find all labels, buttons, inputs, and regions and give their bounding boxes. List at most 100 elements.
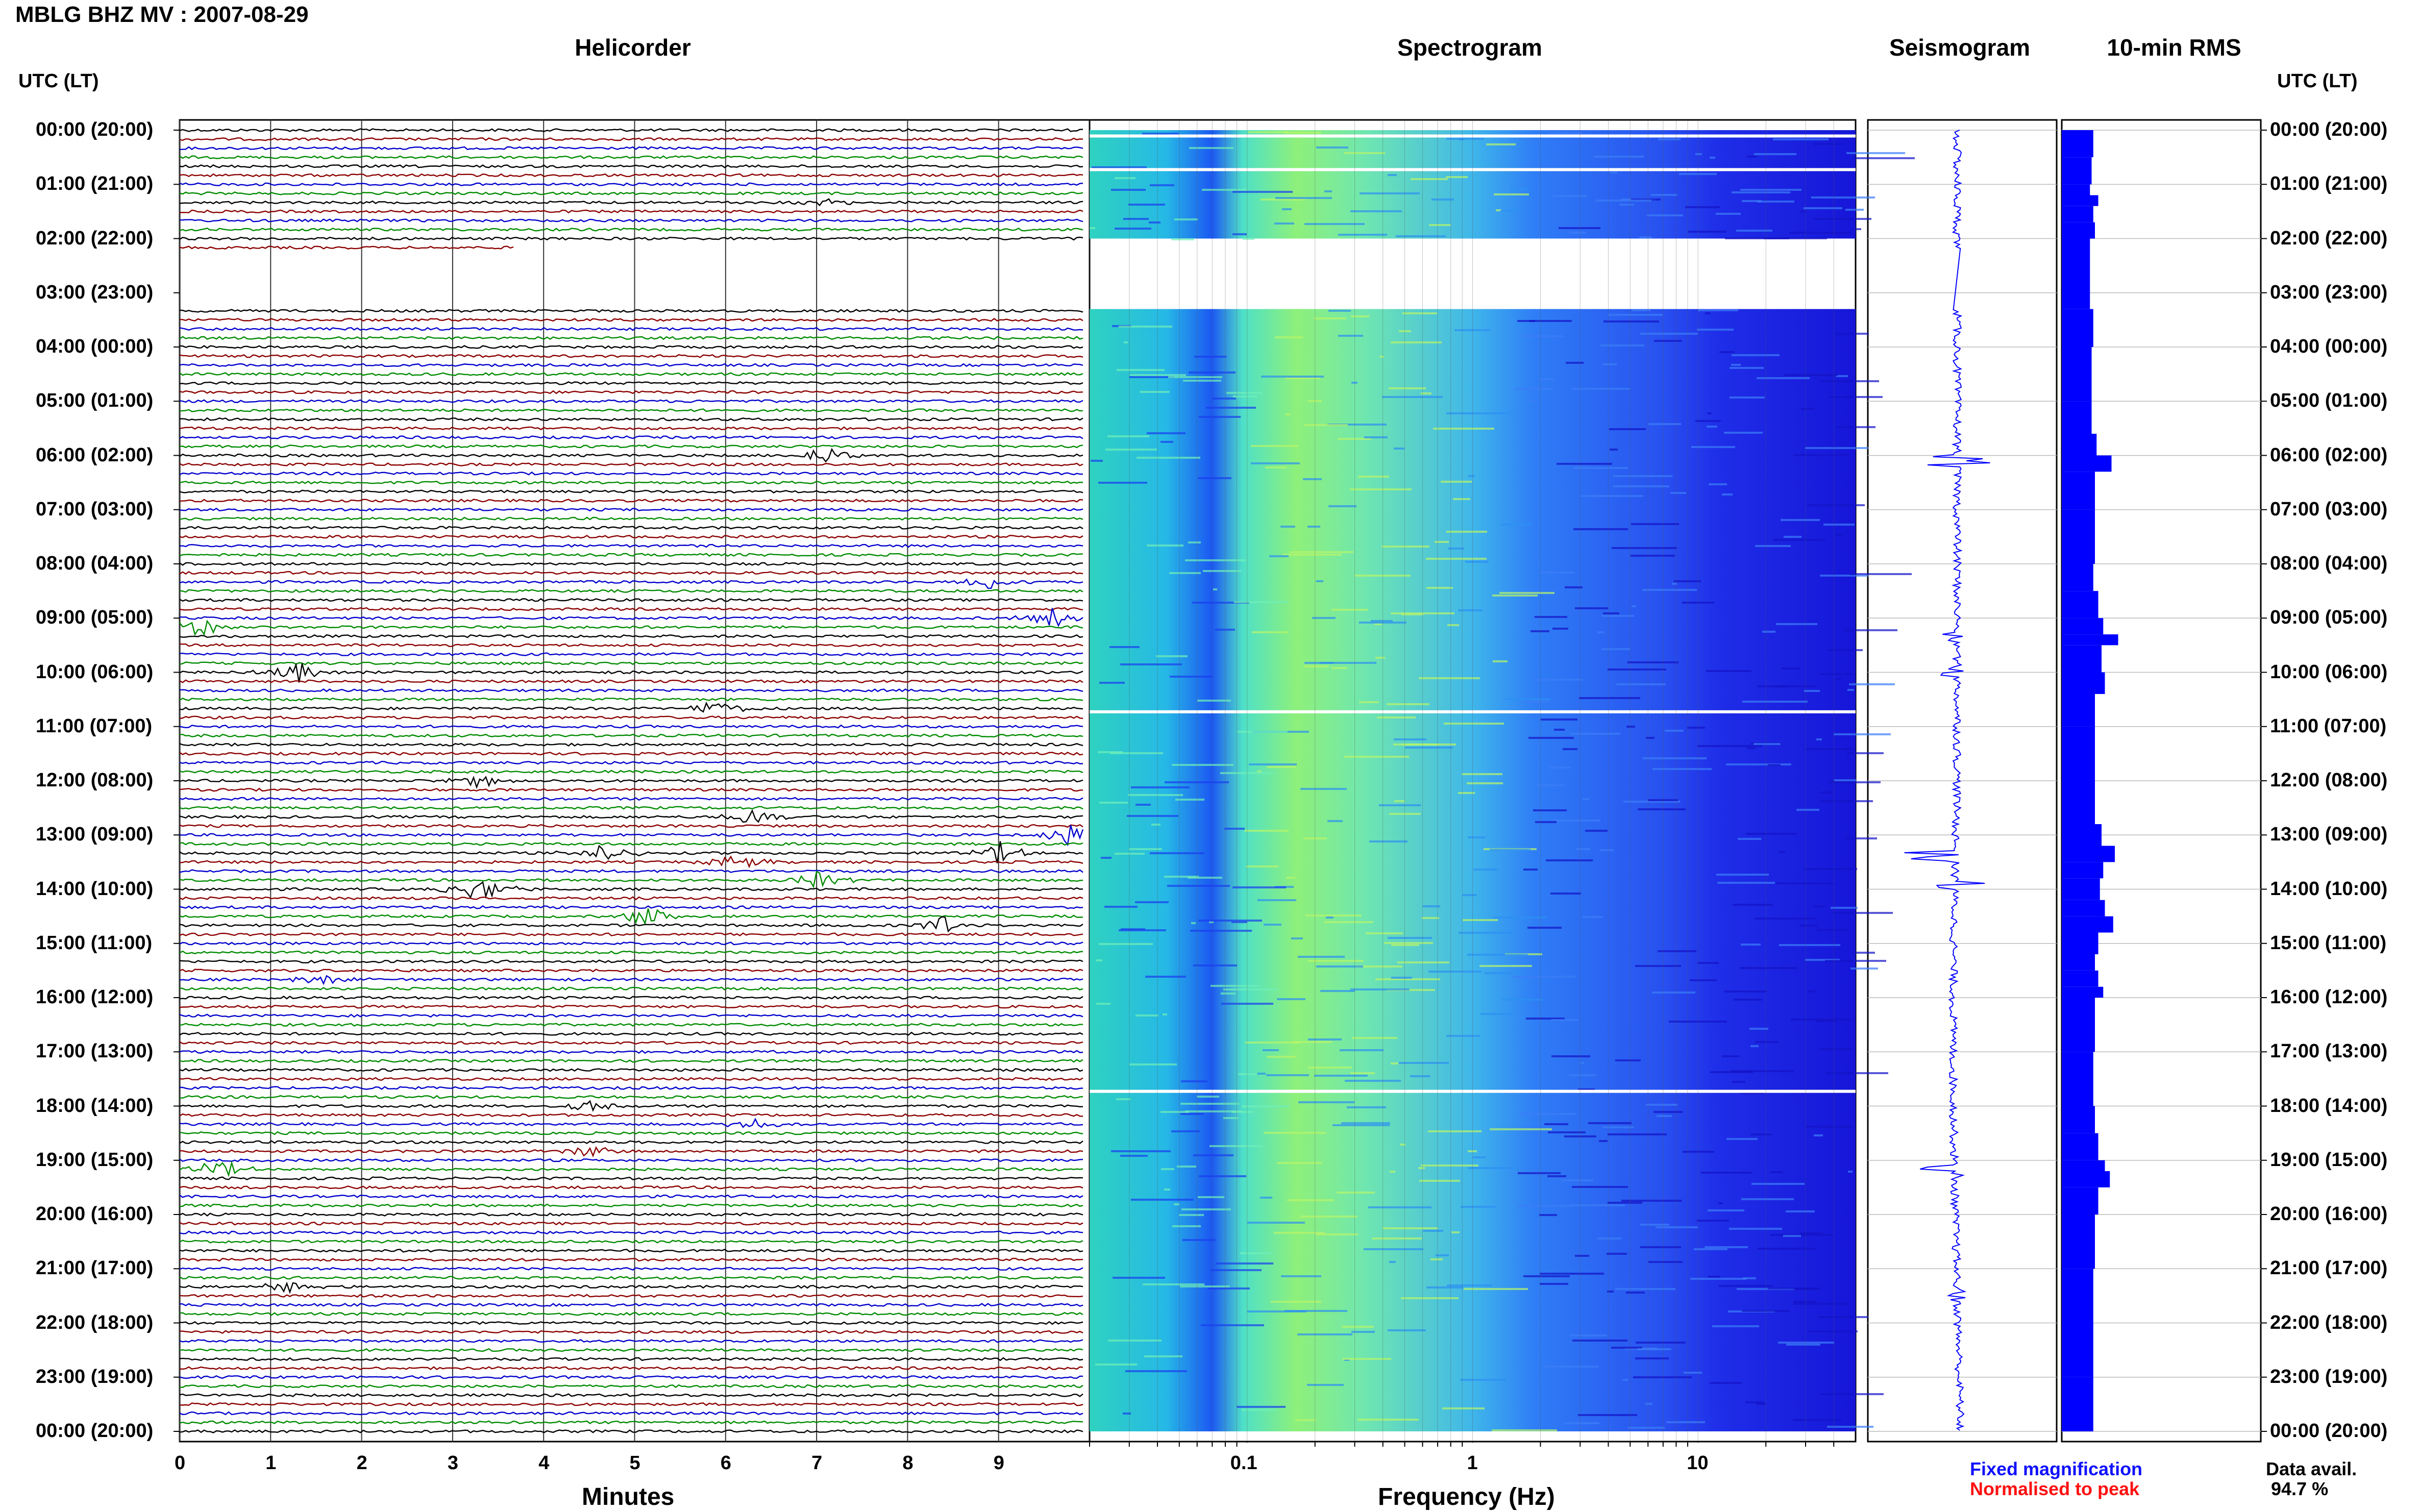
spectrogram-streak bbox=[1275, 197, 1332, 199]
spectrogram-streak bbox=[1726, 1138, 1758, 1140]
helicorder-trace bbox=[179, 227, 1083, 232]
spectrogram-streak bbox=[1706, 670, 1751, 672]
spectrogram-streak bbox=[1557, 463, 1612, 465]
spectrogram-streak bbox=[1261, 376, 1324, 378]
helicorder-trace bbox=[179, 968, 1083, 973]
spectrogram-streak bbox=[1778, 1342, 1834, 1344]
spectrogram-streak bbox=[1701, 1172, 1752, 1174]
spectrogram-streak bbox=[1113, 1277, 1165, 1279]
spectrogram-streak bbox=[1647, 214, 1683, 216]
spectrogram-streak bbox=[1688, 231, 1726, 233]
minute-tick-label: 9 bbox=[993, 1452, 1004, 1474]
spectrogram-streak bbox=[1653, 1111, 1683, 1113]
helicorder-trace bbox=[179, 526, 1083, 530]
spectrogram-streak bbox=[1754, 743, 1781, 745]
helicorder-trace bbox=[179, 535, 1083, 539]
spectrogram-streak bbox=[1583, 916, 1603, 918]
helicorder-trace bbox=[179, 317, 1083, 322]
spectrogram-streak bbox=[1613, 485, 1669, 487]
spectrogram-streak bbox=[1640, 1224, 1669, 1226]
spectrogram-streak bbox=[1847, 752, 1884, 754]
spectrogram-streak bbox=[1499, 592, 1554, 594]
spectrogram-streak bbox=[1257, 1073, 1266, 1075]
spectrogram-streak bbox=[1523, 1275, 1570, 1277]
helicorder-trace bbox=[180, 1146, 1083, 1158]
helicorder-trace bbox=[179, 797, 1083, 801]
spectrogram-streak bbox=[1147, 544, 1183, 547]
spectrogram-streak bbox=[1845, 837, 1877, 839]
spectrogram-streak bbox=[1485, 972, 1521, 974]
spectrogram-streak bbox=[1531, 630, 1549, 632]
spectrogram-streak bbox=[1324, 190, 1332, 192]
spectrogram-streak bbox=[1546, 859, 1593, 861]
helicorder-trace bbox=[179, 137, 1083, 141]
spectrogram-streak bbox=[1421, 1164, 1478, 1167]
right-time-label: 04:00 (00:00) bbox=[2270, 336, 2388, 357]
spectrogram-streak bbox=[1490, 1128, 1552, 1130]
right-time-label: 14:00 (10:00) bbox=[2270, 878, 2388, 900]
helicorder-trace bbox=[179, 806, 1083, 810]
spectrogram-streak bbox=[1847, 689, 1854, 691]
spectrogram-streak bbox=[1396, 235, 1446, 237]
helicorder-trace bbox=[179, 448, 1083, 463]
helicorder-trace bbox=[179, 218, 1083, 222]
spectrogram-streak bbox=[1128, 794, 1183, 796]
helicorder-trace bbox=[179, 1221, 1083, 1226]
spectrogram-streak bbox=[1394, 738, 1426, 740]
helicorder-trace bbox=[179, 381, 1083, 385]
spectrogram-streak bbox=[1144, 1355, 1182, 1357]
spectrogram-streak bbox=[1347, 1106, 1386, 1108]
spectrogram-streak bbox=[1597, 631, 1605, 633]
spectrogram-streak bbox=[1570, 1204, 1625, 1206]
spectrogram-streak bbox=[1724, 432, 1763, 434]
minute-tick-label: 4 bbox=[538, 1452, 550, 1474]
left-time-label: 17:00 (13:00) bbox=[36, 1040, 154, 1062]
spectrogram-streak bbox=[1801, 408, 1814, 410]
spectrogram-streak bbox=[1814, 143, 1844, 145]
helicorder-trace bbox=[179, 390, 1083, 394]
spectrogram-streak bbox=[1773, 539, 1825, 541]
spectrogram-streak bbox=[1827, 1426, 1873, 1428]
spectrogram-streak bbox=[1130, 374, 1186, 376]
spectrogram-streak bbox=[1640, 333, 1698, 335]
helicorder-trace bbox=[179, 327, 1083, 331]
spectrogram-streak bbox=[1776, 882, 1834, 884]
helicorder-trace bbox=[179, 825, 1084, 847]
spectrogram-streak bbox=[1486, 143, 1516, 145]
spectrogram-streak bbox=[1657, 1115, 1672, 1117]
spectrogram-streak bbox=[1312, 617, 1336, 619]
spectrogram-streak bbox=[1136, 1014, 1158, 1017]
spectrogram-streak bbox=[1698, 309, 1738, 311]
helicorder-trace bbox=[179, 809, 1083, 823]
spectrogram-streak bbox=[1257, 771, 1262, 773]
spectrogram-streak bbox=[1251, 462, 1300, 464]
helicorder-trace bbox=[179, 209, 1083, 214]
spectrogram-streak bbox=[1517, 320, 1572, 322]
minute-tick-label: 0 bbox=[175, 1452, 186, 1474]
spectrogram-streak bbox=[1682, 602, 1714, 604]
spectrogram-streak bbox=[1529, 320, 1535, 322]
helicorder-trace bbox=[179, 652, 1083, 656]
spectrogram-gap-line bbox=[1090, 134, 1856, 138]
spectrogram-streak bbox=[1119, 326, 1172, 328]
spectrogram-streak bbox=[1716, 213, 1741, 215]
spectrogram-streak bbox=[1136, 804, 1151, 806]
spectrogram-streak bbox=[1502, 999, 1543, 1001]
spectrogram-streak bbox=[1352, 1037, 1397, 1039]
helicorder-trace bbox=[179, 1031, 1083, 1036]
spectrogram-streak bbox=[1834, 733, 1891, 735]
spectrogram-streak bbox=[1733, 904, 1773, 906]
spectrogram-streak bbox=[1391, 1062, 1398, 1064]
right-time-label: 11:00 (07:00) bbox=[2270, 715, 2387, 737]
rms-bar bbox=[2062, 1214, 2095, 1269]
spectrogram-streak bbox=[1446, 531, 1487, 533]
spectrogram-streak bbox=[1304, 662, 1334, 664]
rms-bar bbox=[2062, 455, 2112, 472]
spectrogram-streak bbox=[1308, 1067, 1352, 1069]
helicorder-trace bbox=[179, 198, 1083, 207]
right-time-label: 20:00 (16:00) bbox=[2270, 1203, 2388, 1225]
spectrogram-streak bbox=[1718, 1202, 1723, 1204]
rms-bar bbox=[2062, 970, 2099, 987]
spectrogram-streak bbox=[1730, 396, 1765, 399]
spectrogram-streak bbox=[1355, 575, 1411, 577]
